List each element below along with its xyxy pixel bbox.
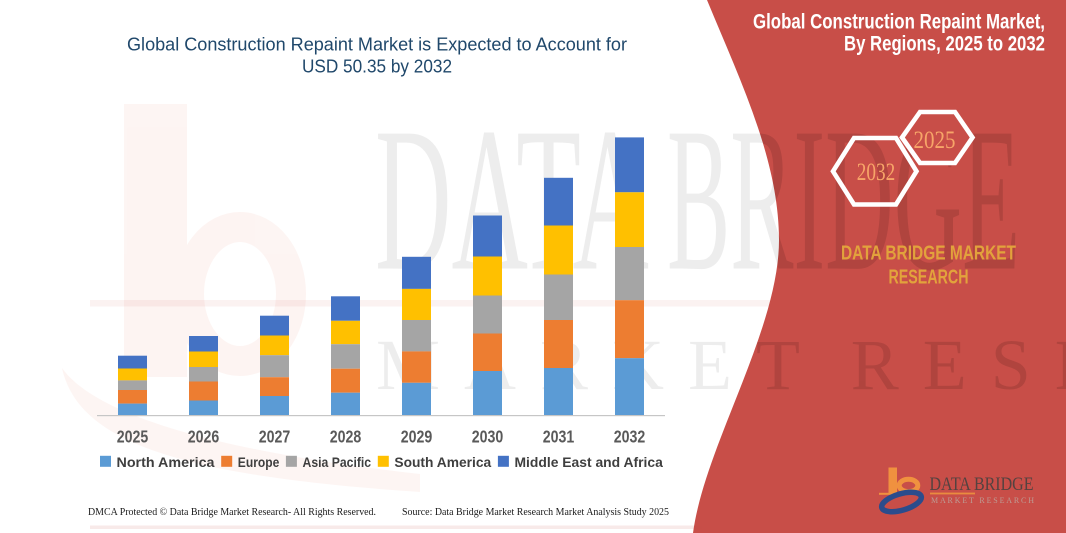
svg-text:2029: 2029 (401, 426, 433, 446)
svg-text:2031: 2031 (543, 426, 575, 446)
svg-text:Europe: Europe (238, 454, 280, 470)
svg-text:DMCA Protected © Data Bridge M: DMCA Protected © Data Bridge Market Rese… (88, 506, 376, 518)
svg-text:2025: 2025 (914, 127, 956, 154)
svg-text:South America: South America (394, 454, 491, 470)
svg-text:RESEARCH: RESEARCH (889, 267, 969, 289)
svg-text:2032: 2032 (614, 426, 646, 446)
svg-text:By Regions, 2025 to 2032: By Regions, 2025 to 2032 (844, 33, 1045, 56)
svg-text:Asia Pacific: Asia Pacific (303, 454, 372, 470)
svg-text:2030: 2030 (472, 426, 504, 446)
svg-text:MARKET RESEARCH: MARKET RESEARCH (931, 496, 1034, 505)
svg-text:2026: 2026 (188, 426, 220, 446)
svg-text:2032: 2032 (857, 159, 896, 186)
svg-text:North America: North America (117, 454, 215, 470)
svg-text:Global Construction Repaint Ma: Global Construction Repaint Market is Ex… (127, 34, 627, 55)
svg-text:DATA BRIDGE: DATA BRIDGE (930, 474, 1034, 495)
svg-text:DATA BRIDGE MARKET: DATA BRIDGE MARKET (841, 243, 1016, 265)
svg-text:2028: 2028 (330, 426, 362, 446)
svg-text:2025: 2025 (117, 426, 149, 446)
svg-text:Global Construction Repaint Ma: Global Construction Repaint Market, (753, 10, 1045, 33)
svg-text:2027: 2027 (259, 426, 291, 446)
svg-text:USD 50.35 by 2032: USD 50.35 by 2032 (302, 56, 452, 77)
svg-text:Middle East and Africa: Middle East and Africa (515, 454, 664, 470)
svg-text:Source: Data Bridge Market Res: Source: Data Bridge Market Research Mark… (402, 506, 669, 518)
